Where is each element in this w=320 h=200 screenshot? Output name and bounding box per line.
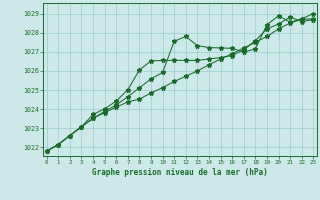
X-axis label: Graphe pression niveau de la mer (hPa): Graphe pression niveau de la mer (hPa) [92,168,268,177]
